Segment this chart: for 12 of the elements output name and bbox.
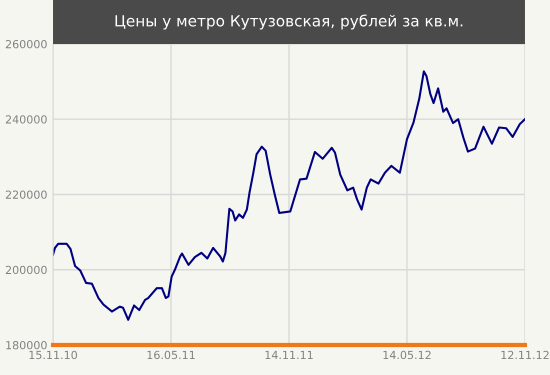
y-tick-label: 260000: [6, 40, 47, 48]
x-tick-label: 14.05.12: [383, 350, 431, 360]
x-tick-label: 14.11.11: [265, 350, 313, 359]
chart-title: Цены у метро Кутузовская, рублей за кв.м.: [116, 14, 462, 30]
x-tick-label: 15.11.10: [30, 350, 78, 360]
y-tick-label: 220000: [6, 190, 47, 199]
y-tick-label: 240000: [6, 115, 47, 124]
line-series: [53, 70, 525, 321]
x-tick-label: 16.05.11: [147, 350, 195, 360]
y-tick-label: 200000: [6, 266, 47, 274]
y-tick-label: 180000: [6, 340, 47, 350]
x-tick-label: 12.11.12: [501, 350, 549, 359]
